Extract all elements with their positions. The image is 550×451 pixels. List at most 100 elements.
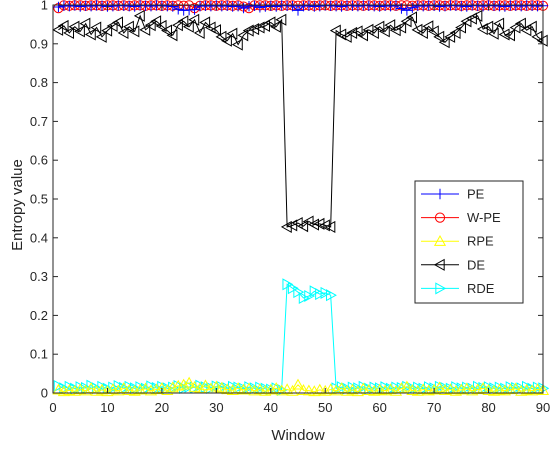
y-tick-label: 0.6 [30,153,48,168]
data-point [329,24,341,37]
data-point [173,4,184,15]
data-point [493,17,505,30]
data-point [483,381,495,394]
y-tick-label: 0.3 [30,269,48,284]
data-point [112,16,123,29]
data-point [340,30,352,43]
legend-item-de: DE [421,257,485,272]
data-point [222,0,233,11]
data-point [385,0,396,12]
data-point [177,15,189,28]
series-rpe [52,376,550,397]
legend-marker [435,282,447,295]
data-point [406,11,417,24]
data-point [166,29,178,42]
data-point [117,26,129,39]
data-point [63,26,74,39]
data-point [129,1,140,12]
data-point [418,0,429,12]
y-tick-label: 0 [41,386,48,401]
data-point [461,1,472,12]
data-point [346,383,359,395]
y-tick-label: 1 [41,0,48,13]
x-tick-label: 70 [427,400,441,415]
data-point [226,27,238,40]
legend: PE W-PE RPE DE RDE [414,180,524,304]
data-point [482,384,495,395]
data-point [199,379,212,391]
data-point [183,376,196,388]
data-point [362,23,374,36]
x-axis-label: Window [271,427,325,444]
data-point [193,26,205,39]
data-point [324,220,336,233]
data-point [416,26,428,39]
data-point [439,0,451,12]
data-point [286,384,299,396]
data-point [303,0,315,11]
data-point [428,383,441,395]
legend-label: PE [467,187,485,202]
data-point [514,17,526,30]
data-point [122,20,134,33]
data-point [406,384,419,395]
data-point [499,1,511,12]
data-point [79,384,92,396]
data-point [471,9,483,22]
data-point [84,28,96,41]
data-point [402,380,414,393]
data-point [411,384,424,396]
data-point [96,0,108,11]
data-point [101,385,114,397]
y-tick-label: 0.4 [30,230,48,245]
data-point [324,383,337,395]
data-point [52,383,65,395]
data-point [95,383,109,395]
data-point [336,1,347,12]
y-axis-label: Entropy value [9,159,26,251]
legend-label: RPE [467,234,494,249]
data-point [320,286,332,299]
data-point [52,23,64,36]
data-point [188,13,200,26]
data-point [433,381,446,393]
data-point [482,20,494,33]
data-point [112,384,125,396]
data-point [351,385,364,397]
data-point [275,13,287,26]
data-point [253,383,266,395]
x-tick-label: 30 [209,400,223,415]
data-point [401,5,413,16]
axes: 0 10 20 30 40 50 60 70 80 90 0 0.1 0.2 0.3 0.4 0.5 0.6 0.… [30,0,550,415]
data-point [232,0,244,12]
legend-marker [433,258,445,271]
data-point [438,36,450,49]
data-point [107,0,119,12]
data-point [140,382,152,395]
data-point [264,383,277,395]
data-point [417,383,430,395]
data-point [352,0,364,12]
data-point [362,384,375,395]
legend-item-rpe: RPE [421,234,494,249]
data-point [237,29,249,42]
data-point [57,19,69,33]
data-point [79,17,91,30]
data-point [144,19,156,32]
data-point [123,384,136,395]
data-point [64,380,76,393]
data-point [308,218,319,231]
data-point [367,26,379,39]
data-point [68,384,81,396]
data-point [351,25,363,38]
data-point [493,383,506,395]
data-point [97,380,109,393]
data-point [531,383,544,395]
legend-label: RDE [467,281,495,296]
data-point [395,21,407,34]
data-point [253,21,265,34]
data-point [427,25,439,38]
legend-marker [434,212,446,223]
